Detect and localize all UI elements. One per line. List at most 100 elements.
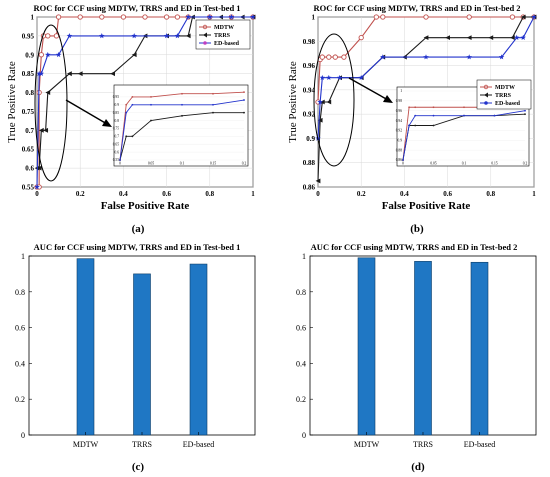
inset-point-marker [150, 95, 152, 98]
x-tick-label: 0 [316, 190, 320, 198]
y-tick-label: 0.6 [296, 324, 306, 333]
point-marker [466, 14, 472, 20]
x-tick-label: MDTW [73, 440, 99, 449]
inset-y-tick-label: 0.75 [113, 127, 119, 131]
point-marker [38, 70, 45, 76]
point-marker [520, 34, 526, 40]
chart-b-inset: 0.86 0.88 0.9 0.92 0.94 0.96 0.98 1 0 0.05 0.1 0.15… [396, 89, 528, 165]
point-marker [326, 99, 332, 105]
chart-b-xlabel: False Positive Rate [382, 200, 471, 212]
y-tick-label: 0.75 [22, 108, 35, 116]
inset-y-tick-label: 0.88 [396, 148, 402, 152]
chart-d-caption: (d) [411, 461, 425, 473]
chart-a-legend-trrs: TRRS [214, 33, 231, 39]
inset-point-marker [243, 91, 245, 94]
point-marker [250, 14, 256, 20]
inset-point-marker [414, 114, 417, 117]
inset-y-tick-label: 0.9 [398, 138, 403, 142]
y-tick-label: 0.85 [22, 70, 35, 78]
y-tick-label: 0.92 [303, 111, 316, 119]
point-marker [55, 51, 62, 58]
chart-d: AUC for CCF using MDTW, TRRS and ED in T… [296, 242, 537, 473]
chart-b-x-ticks: 0 0.2 0.4 0.6 0.8 1 [316, 190, 536, 198]
point-marker [513, 34, 520, 40]
point-marker [99, 14, 105, 20]
chart-a-title: ROC for CCF using MDTW, TRRS and ED in T… [33, 3, 240, 13]
chart-a-x-ticks: 0 0.2 0.4 0.6 0.8 1 [35, 190, 255, 198]
inset-point-marker [150, 119, 152, 122]
y-tick-label: 0.9 [25, 51, 34, 59]
y-tick-label: 0.6 [25, 165, 34, 173]
point-marker [53, 33, 60, 39]
inset-point-marker [212, 103, 214, 106]
chart-b-legend-ed-marker [484, 101, 488, 105]
y-tick-label: 1 [21, 252, 25, 261]
point-marker [131, 52, 137, 58]
inset-point-marker [212, 92, 214, 95]
inset-y-tick-label: 0.86 [396, 158, 402, 162]
chart-a-ylabel: True Positive Rate [6, 61, 18, 143]
point-marker [67, 71, 72, 77]
chart-c-bars [76, 258, 208, 436]
point-marker [99, 33, 105, 39]
inset-point-marker [125, 103, 128, 106]
chart-b-ylabel: True Positive Rate [287, 61, 299, 143]
x-tick-label: 0.8 [486, 190, 495, 198]
inset-y-tick-label: 0.98 [396, 99, 402, 103]
point-marker [34, 184, 40, 190]
point-marker [77, 71, 83, 77]
chart-b-caption: (b) [410, 223, 424, 235]
point-marker [317, 117, 323, 123]
x-tick-label: 0.4 [119, 190, 128, 198]
chart-a-inset: 0.55 0.6 0.65 0.7 0.75 0.8 0.85 0.9 0.95 0 0.05 0.1… [113, 91, 246, 166]
point-marker [36, 165, 42, 171]
point-marker [315, 178, 321, 184]
point-marker [110, 71, 115, 77]
inset-point-marker [212, 111, 214, 114]
x-tick-label: 0.2 [76, 190, 85, 198]
point-marker [498, 54, 505, 60]
inset-x-tick-label: 0.1 [462, 162, 467, 166]
chart-b-legend-mdtw: MDTW [495, 85, 515, 91]
point-marker [174, 14, 181, 20]
point-marker [466, 35, 472, 41]
chart-a-zoom-ellipse [34, 24, 68, 182]
chart-b-legend: MDTW TRRS ED-based [476, 79, 532, 110]
chart-c: AUC for CCF using MDTW, TRRS and ED in T… [15, 242, 256, 473]
point-marker [163, 14, 170, 20]
point-marker [185, 14, 191, 20]
point-marker [358, 74, 364, 81]
y-tick-label: 0.94 [303, 86, 316, 94]
x-tick-label: 0.2 [357, 190, 366, 198]
point-marker [423, 54, 429, 60]
point-marker [358, 34, 364, 41]
y-tick-label: 0.4 [296, 359, 306, 368]
y-tick-label: 0.7 [25, 127, 34, 135]
inset-x-tick-label: 0.2 [523, 162, 528, 166]
inset-point-marker [402, 159, 404, 161]
x-tick-label: 0.4 [400, 190, 409, 198]
bar-mdtw [357, 257, 376, 436]
chart-d-title: AUC for CCF using MDTW, TRRS and ED in T… [311, 242, 518, 252]
point-marker [319, 54, 325, 60]
point-marker [373, 14, 379, 20]
inset-y-tick-label: 0.96 [396, 109, 402, 113]
inset-y-tick-label: 0.7 [115, 135, 120, 139]
chart-a-inset-frame [113, 84, 249, 167]
chart-d-y-ticks: 0 0.2 0.4 0.6 0.8 1 [296, 252, 313, 440]
bar-trrs [133, 273, 151, 436]
inset-point-marker [181, 114, 183, 117]
chart-a-legend-trrs-marker [203, 32, 207, 38]
point-marker [228, 14, 235, 20]
point-marker [445, 35, 450, 41]
chart-c-title: AUC for CCF using MDTW, TRRS and ED in T… [34, 242, 241, 252]
inset-point-marker [493, 114, 496, 117]
inset-y-tick-label: 1 [400, 89, 402, 93]
point-marker [509, 14, 516, 20]
chart-a-legend-ed-marker [203, 41, 207, 45]
inset-point-marker [119, 159, 121, 161]
inset-point-marker [414, 106, 417, 109]
inset-point-marker [463, 114, 465, 117]
inset-y-tick-label: 0.9 [115, 103, 120, 107]
